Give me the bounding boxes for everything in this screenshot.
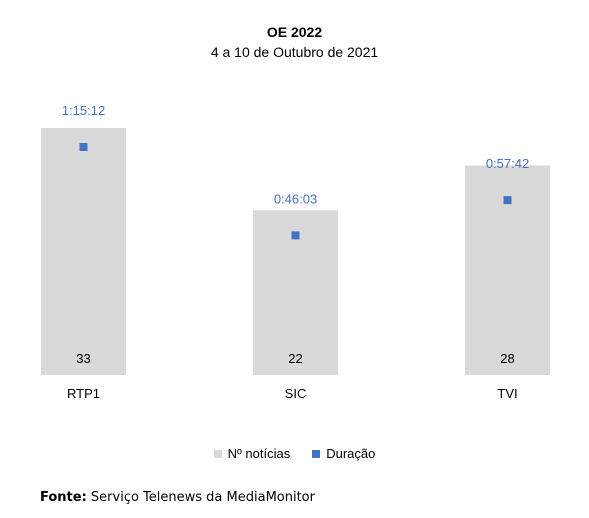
- category-label-tvi: TVI: [497, 386, 517, 401]
- duration-marker-tvi: [503, 196, 512, 205]
- bar-value-label-sic: 22: [288, 351, 302, 366]
- category-label-rtp1: RTP1: [67, 386, 100, 401]
- source-note: Fonte: Serviço Telenews da MediaMonitor: [40, 490, 315, 505]
- source-label: Fonte:: [40, 490, 87, 505]
- legend-label-duracao: Duração: [326, 446, 376, 461]
- duration-label-sic: 0:46:03: [274, 191, 317, 206]
- source-text: Serviço Telenews da MediaMonitor: [90, 490, 315, 505]
- duration-label-rtp1: 1:15:12: [62, 103, 105, 118]
- duration-label-tvi: 0:57:42: [486, 156, 529, 171]
- chart-title: OE 2022: [266, 24, 323, 40]
- legend-item-duracao: Duração: [312, 446, 375, 461]
- bar-rtp1: [41, 128, 126, 375]
- chart-plot: 33 1:15:12 RTP1 22 0:46:03 SIC 28 0:57:42 TVI: [41, 103, 550, 401]
- category-label-sic: SIC: [285, 386, 307, 401]
- legend-swatch-noticias: [213, 449, 222, 458]
- duration-marker-rtp1: [79, 143, 88, 151]
- chart-legend: Nº notícias Duração: [0, 446, 589, 461]
- bar-value-label-tvi: 28: [500, 351, 514, 366]
- legend-label-noticias: Nº notícias: [227, 446, 291, 461]
- legend-item-noticias: Nº notícias: [213, 446, 291, 461]
- chart-subtitle: 4 a 10 de Outubro de 2021: [210, 44, 379, 60]
- bar-value-label-rtp1: 33: [76, 351, 90, 366]
- legend-swatch-duracao: [312, 449, 321, 458]
- duration-marker-sic: [291, 231, 300, 240]
